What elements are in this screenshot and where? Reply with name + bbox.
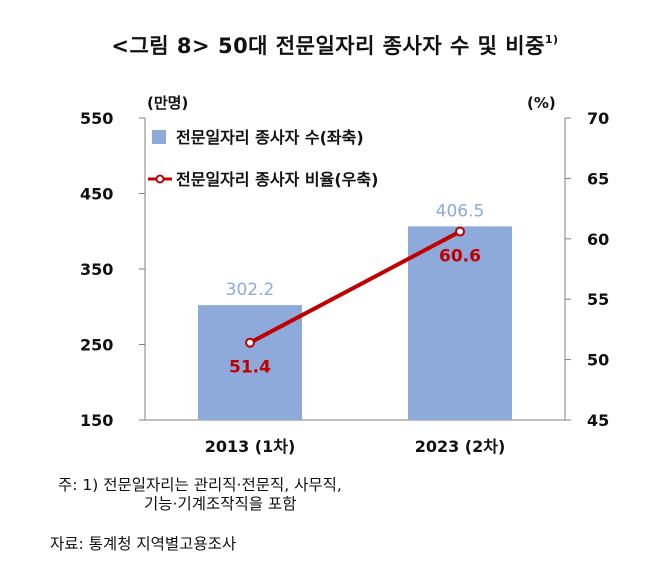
left-tick-label: 350 [80,260,113,279]
right-tick-label: 65 [587,169,609,188]
ratio-point [455,226,465,237]
source-note: 자료: 통계청 지역별고용조사 [50,535,237,553]
ratio-point [245,337,255,348]
chart-title-text: <그림 8> 50대 전문일자리 종사자 수 및 비중 [111,34,545,58]
ratio-line [249,229,461,345]
left-tick-label: 150 [80,411,113,430]
left-tick-label: 250 [80,336,113,355]
left-axis-unit: (만명) [147,94,188,112]
x-tick-label: 2013 (1차) [205,437,296,456]
ratio-value-label: 60.6 [439,247,481,267]
bar [408,226,512,420]
right-tick-label: 50 [587,351,609,370]
note-line-1: 주: 1) 전문일자리는 관리직·전문직, 사무직, [58,476,342,494]
legend-bar-swatch [152,130,166,144]
left-tick-label: 550 [80,109,113,128]
right-tick-label: 55 [587,290,609,309]
bar-value-label: 406.5 [436,201,485,221]
legend-bar-label: 전문일자리 종사자 수(좌축) [176,128,364,147]
chart-notes: 주: 1) 전문일자리는 관리직·전문직, 사무직, 기능·기계조작직을 포함 [58,476,342,514]
left-tick-label: 450 [80,185,113,204]
x-tick-label: 2023 (2차) [415,437,506,456]
legend-line-label: 전문일자리 종사자 비율(우축) [176,170,378,189]
bar-value-label: 302.2 [226,280,275,300]
note-line-2: 기능·기계조작직을 포함 [144,495,297,513]
right-axis-unit: (%) [527,94,556,112]
ratio-value-label: 51.4 [229,358,271,378]
chart-title: <그림 8> 50대 전문일자리 종사자 수 및 비중1) [0,30,670,60]
right-tick-label: 70 [587,109,609,128]
legend-line-marker [155,174,165,184]
title-footnote-mark: 1) [544,33,559,46]
right-tick-label: 60 [587,230,609,249]
right-tick-label: 45 [587,411,609,430]
